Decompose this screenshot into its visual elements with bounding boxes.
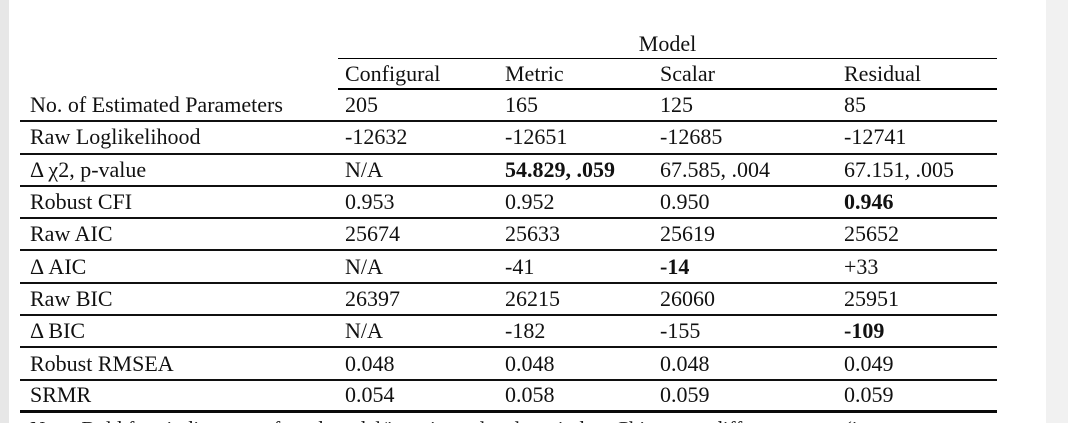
table-row-estimated-parameters: No. of Estimated Parameters 205 165 125 …: [20, 90, 997, 123]
row-values: 0.048 0.048 0.048 0.049: [338, 348, 997, 378]
cell-value: 67.585, .004: [660, 156, 770, 182]
row-label: Robust RMSEA: [30, 350, 174, 376]
cell-value: 26060: [660, 285, 715, 311]
row-label: Raw AIC: [30, 221, 113, 247]
cell-value: 25674: [345, 221, 400, 247]
cell-value: 25633: [505, 221, 560, 247]
cell-value: -12741: [844, 124, 907, 150]
table-row-delta-aic: Δ AIC N/A -41 -14 +33: [20, 251, 997, 284]
cell-value: 165: [505, 92, 538, 118]
cell-value: -182: [505, 318, 546, 344]
cell-value: 0.048: [345, 350, 395, 376]
table-row-raw-loglikelihood: Raw Loglikelihood -12632 -12651 -12685 -…: [20, 122, 997, 155]
empty-header-cell: [20, 30, 338, 59]
table-row-srmr: SRMR 0.054 0.058 0.059 0.059: [20, 381, 997, 413]
table-group-header-row: Model: [20, 30, 997, 59]
column-header-configural: Configural: [345, 60, 441, 86]
cell-value: -41: [505, 253, 535, 279]
cell-value: 0.950: [660, 189, 710, 215]
cell-value: 0.059: [844, 382, 894, 408]
row-label: SRMR: [30, 382, 92, 408]
row-label: Raw BIC: [30, 285, 113, 311]
table-row-raw-bic: Raw BIC 26397 26215 26060 25951: [20, 284, 997, 317]
cell-value: 25652: [844, 221, 899, 247]
row-label: Robust CFI: [30, 189, 133, 215]
column-header-scalar: Scalar: [660, 60, 715, 86]
table-note-clipped: Note. Bold font indicates preferred mode…: [30, 417, 1030, 423]
row-values: 205 165 125 85: [338, 90, 997, 120]
cell-value: 25951: [844, 285, 899, 311]
row-values: N/A 54.829, .059 67.585, .004 67.151, .0…: [338, 155, 997, 185]
cell-value: 0.952: [505, 189, 555, 215]
table-row-robust-rmsea: Robust RMSEA 0.048 0.048 0.048 0.049: [20, 348, 997, 381]
cell-value: 0.054: [345, 382, 395, 408]
cell-value: 26397: [345, 285, 400, 311]
cell-value: 25619: [660, 221, 715, 247]
table-column-header-row: Configural Metric Scalar Residual: [20, 59, 997, 90]
cell-value: 205: [345, 92, 378, 118]
cell-value: 0.946: [844, 189, 894, 215]
cell-value: 54.829, .059: [505, 156, 615, 182]
cell-value: +33: [844, 253, 879, 279]
column-headers-group: Configural Metric Scalar Residual: [338, 59, 997, 90]
row-values: N/A -41 -14 +33: [338, 251, 997, 281]
cell-value: 125: [660, 92, 693, 118]
table-row-delta-bic: Δ BIC N/A -182 -155 -109: [20, 316, 997, 349]
column-header-residual: Residual: [844, 60, 921, 86]
cell-value: N/A: [345, 253, 383, 279]
cell-value: 26215: [505, 285, 560, 311]
cell-value: 0.058: [505, 382, 555, 408]
table-group-header: Model: [638, 31, 697, 56]
row-values: -12632 -12651 -12685 -12741: [338, 122, 997, 152]
cell-value: -109: [844, 318, 885, 344]
row-values: 26397 26215 26060 25951: [338, 284, 997, 314]
cell-value: -14: [660, 253, 690, 279]
model-group-span: Model: [338, 30, 997, 59]
cell-value: -12632: [345, 124, 408, 150]
cell-value: -12685: [660, 124, 723, 150]
cell-value: N/A: [345, 156, 383, 182]
model-fit-table: Model Configural Metric Scalar Residual …: [20, 30, 997, 413]
empty-header-cell: [20, 59, 338, 90]
page-left-margin: [0, 0, 9, 423]
table-row-robust-cfi: Robust CFI 0.953 0.952 0.950 0.946: [20, 187, 997, 220]
row-label: No. of Estimated Parameters: [30, 92, 283, 118]
table-row-delta-chi-square: Δ χ2, p-value N/A 54.829, .059 67.585, .…: [20, 155, 997, 187]
cell-value: -155: [660, 318, 701, 344]
cell-value: N/A: [345, 318, 383, 344]
column-header-metric: Metric: [505, 60, 564, 86]
cell-value: 0.059: [660, 382, 710, 408]
table-row-raw-aic: Raw AIC 25674 25633 25619 25652: [20, 219, 997, 252]
page-right-margin: [1046, 0, 1068, 423]
row-label: Δ AIC: [30, 253, 87, 279]
cell-value: 0.048: [505, 350, 555, 376]
cell-value: -12651: [505, 124, 568, 150]
cell-value: 0.953: [345, 189, 395, 215]
cell-value: 67.151, .005: [844, 156, 954, 182]
cell-value: 85: [844, 92, 866, 118]
row-label: Raw Loglikelihood: [30, 124, 201, 150]
cell-value: 0.049: [844, 350, 894, 376]
row-label: Δ χ2, p-value: [30, 156, 147, 182]
row-values: 0.054 0.058 0.059 0.059: [338, 381, 997, 410]
row-values: 0.953 0.952 0.950 0.946: [338, 187, 997, 217]
row-values: N/A -182 -155 -109: [338, 316, 997, 346]
cell-value: 0.048: [660, 350, 710, 376]
row-label: Δ BIC: [30, 318, 86, 344]
row-values: 25674 25633 25619 25652: [338, 219, 997, 249]
